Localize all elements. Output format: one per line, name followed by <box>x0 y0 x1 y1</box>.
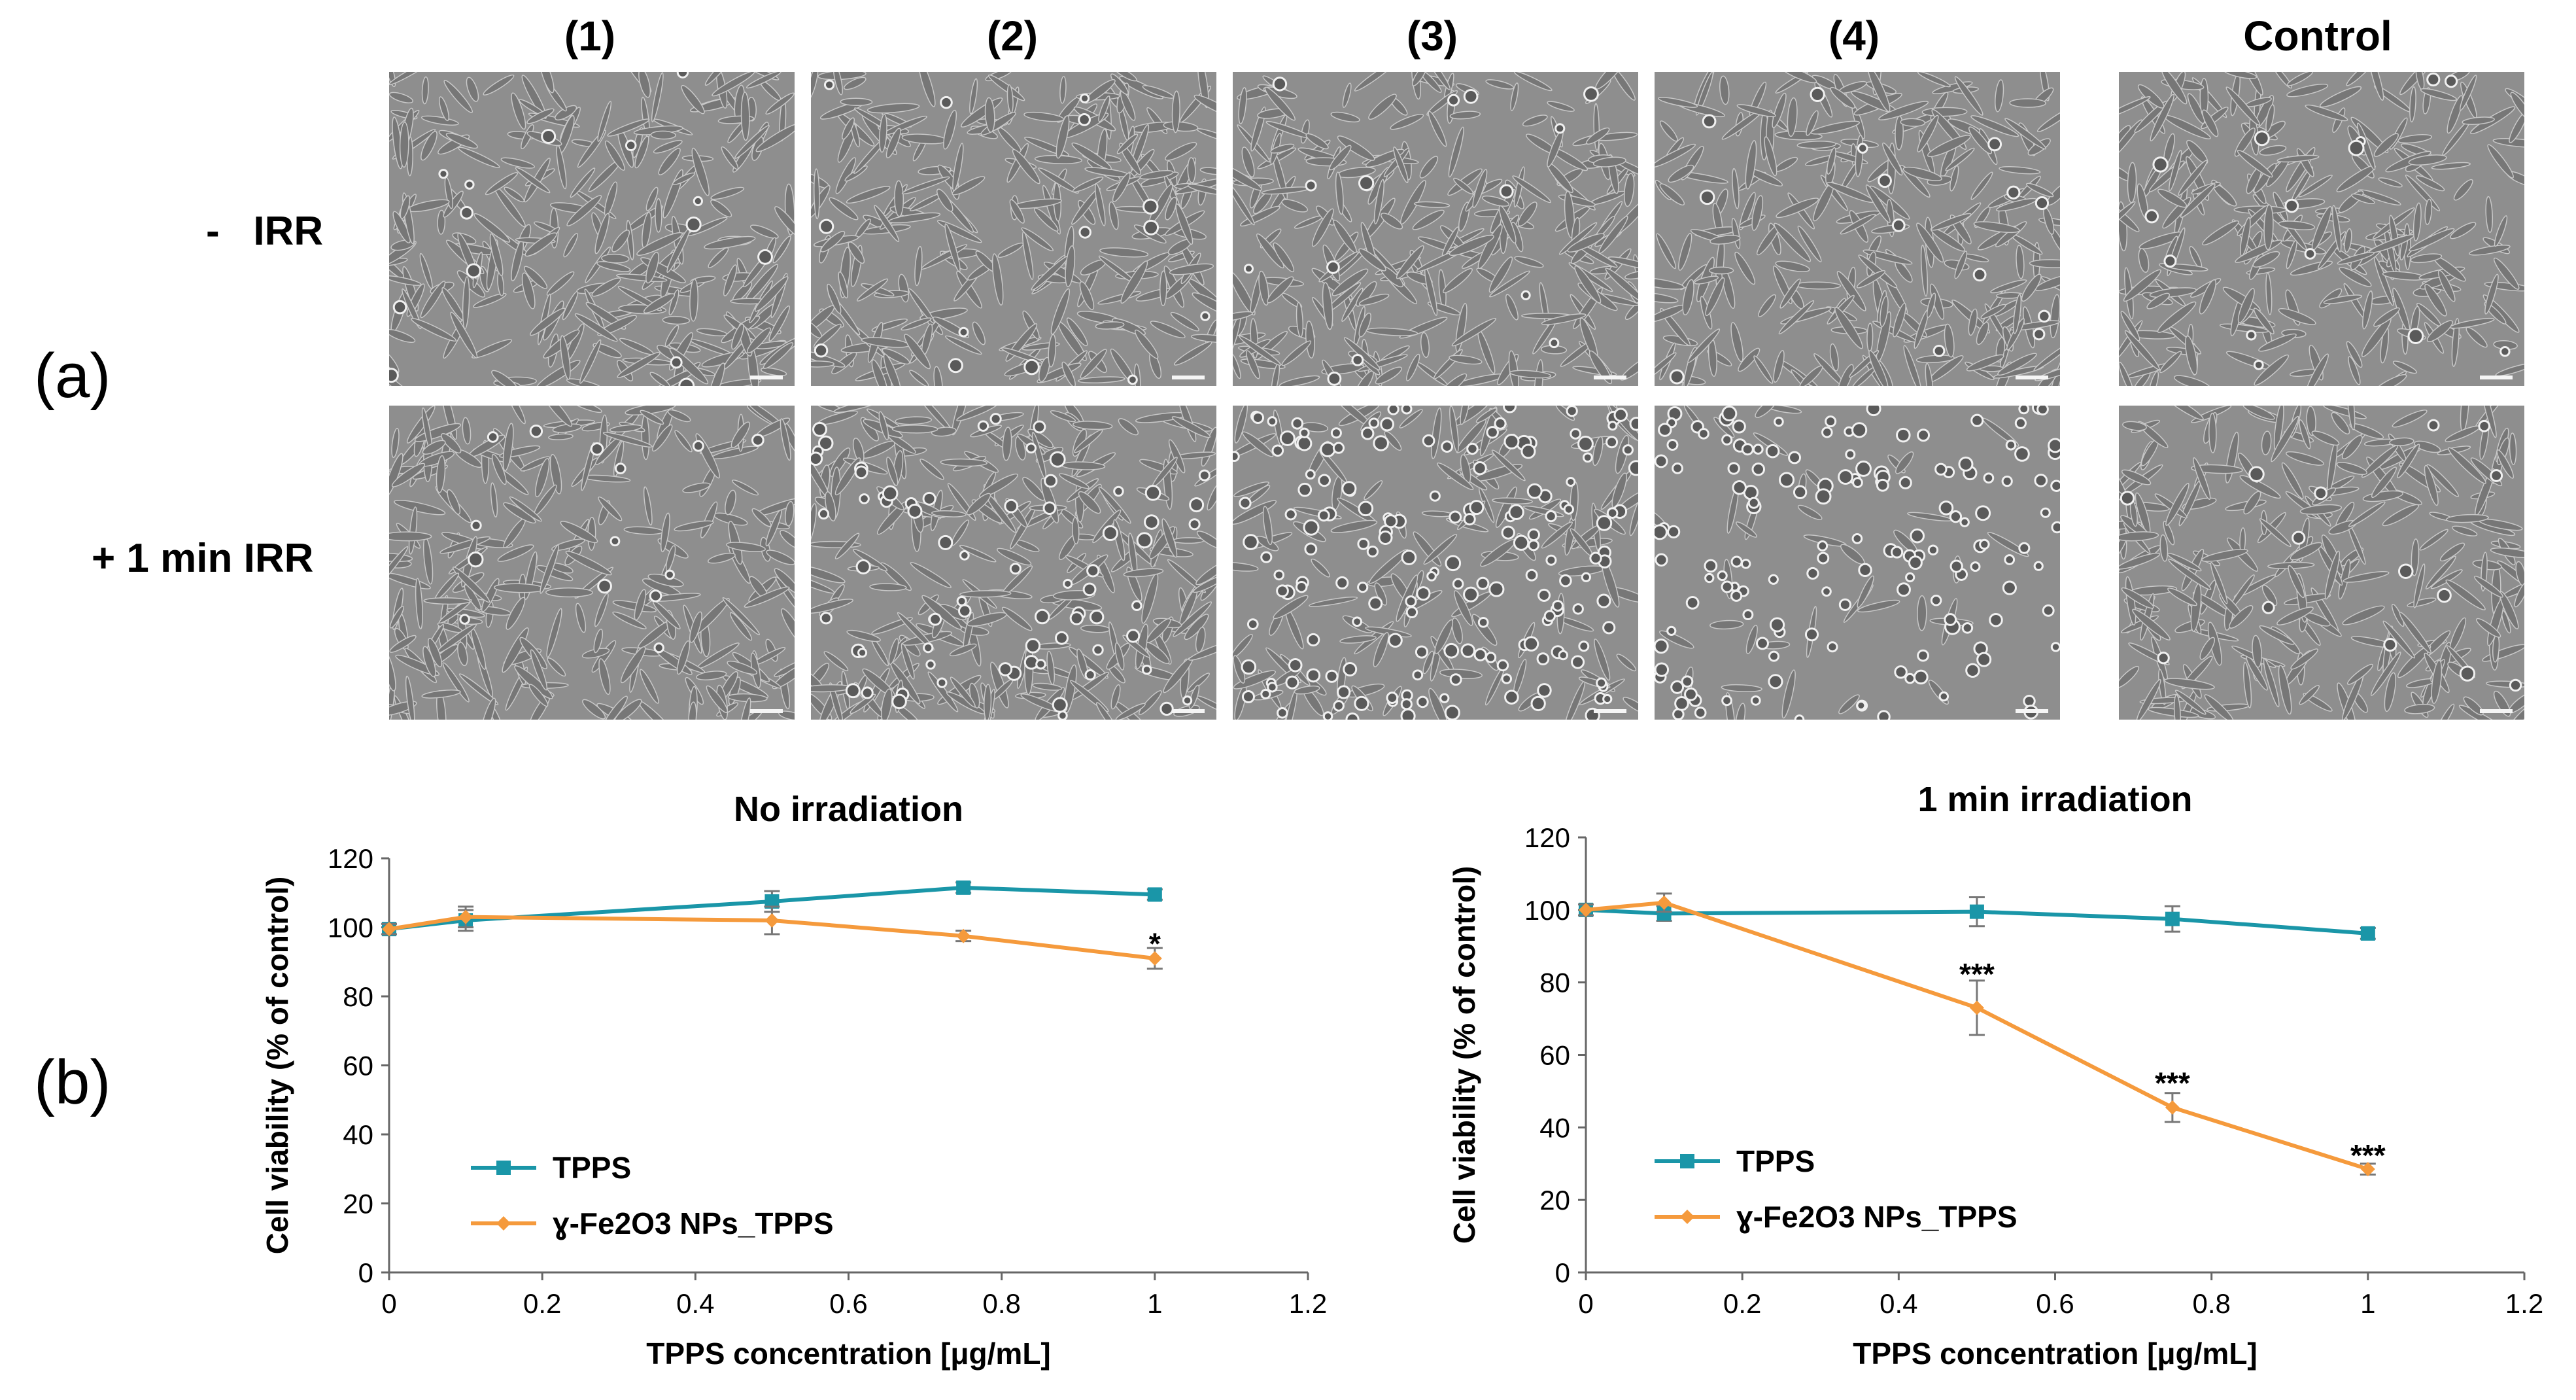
significance-marker: * <box>1149 927 1161 961</box>
series-tpps-point <box>764 894 780 909</box>
series-fe2o3-tpps-point <box>1579 902 1593 917</box>
row-label-no-irradiation: - IRR <box>206 209 324 254</box>
series-tpps-point <box>1657 906 1672 921</box>
x-tick-label: 0.2 <box>1723 1288 1761 1319</box>
scale-bar <box>1594 709 1626 713</box>
y-tick-label: 100 <box>1524 895 1570 926</box>
series-fe2o3-tpps-point <box>2165 1100 2180 1115</box>
series-fe2o3-tpps-point <box>1147 951 1162 966</box>
micrograph-r2-c1 <box>389 406 795 720</box>
y-tick-label: 120 <box>1524 822 1570 853</box>
legend-label: TPPS <box>553 1151 631 1185</box>
micrograph-r1-c1 <box>389 72 795 386</box>
x-tick-label: 0 <box>1578 1288 1593 1319</box>
y-tick-label: 40 <box>343 1119 373 1150</box>
y-tick-label: 120 <box>328 843 373 874</box>
x-tick-label: 0.2 <box>523 1288 561 1319</box>
series-fe2o3-tpps-point <box>764 913 780 928</box>
legend-label: TPPS <box>1736 1144 1815 1178</box>
y-tick-label: 20 <box>1539 1185 1570 1216</box>
legend-marker <box>1680 1210 1694 1224</box>
column-label-4: (4) <box>1828 12 1880 60</box>
x-tick-label: 0.8 <box>2192 1288 2230 1319</box>
scale-bar <box>1172 376 1205 379</box>
series-tpps-point <box>1147 887 1162 902</box>
x-tick-label: 1 <box>2360 1288 2375 1319</box>
micrograph-r2-c2 <box>811 406 1216 720</box>
x-tick-label: 0.4 <box>676 1288 714 1319</box>
scale-bar <box>1172 709 1205 713</box>
x-tick-label: 0.6 <box>2036 1288 2074 1319</box>
series-tpps-point <box>2165 911 2180 926</box>
micrograph-r1-c2 <box>811 72 1216 386</box>
chart-1-min-irradiation: 1 min irradiation 0 20 40 60 80 100 120 0 0.2 0.4 0… <box>1447 780 2543 1371</box>
scale-bar <box>2480 376 2513 379</box>
x-tick-label: 0.8 <box>982 1288 1020 1319</box>
panel-label-a: (a) <box>34 341 111 411</box>
scale-bar <box>2016 709 2048 713</box>
column-label-control: Control <box>2243 12 2392 60</box>
column-label-1: (1) <box>564 12 616 60</box>
y-tick-label: 60 <box>343 1051 373 1081</box>
y-tick-label: 80 <box>1539 968 1570 998</box>
series-fe2o3-tpps-point <box>1657 895 1672 910</box>
x-axis-label: TPPS concentration [μg/mL] <box>1853 1337 2258 1371</box>
micrograph-r1-c4 <box>1655 72 2060 386</box>
legend-marker <box>496 1216 511 1231</box>
series-tpps-point <box>1969 904 1984 919</box>
significance-marker: *** <box>2350 1138 2386 1172</box>
scale-bar <box>1594 376 1626 379</box>
y-tick-label: 60 <box>1539 1040 1570 1071</box>
series-tpps-point <box>956 880 971 895</box>
series-fe2o3-tpps-point <box>458 909 473 924</box>
y-axis-label: Cell viability (% of control) <box>1447 866 1481 1244</box>
column-label-3: (3) <box>1406 12 1458 60</box>
significance-marker: *** <box>1959 957 1995 991</box>
significance-marker: *** <box>2155 1066 2190 1100</box>
x-tick-label: 1 <box>1147 1288 1162 1319</box>
y-axis-label: Cell viability (% of control) <box>260 877 294 1255</box>
x-tick-label: 0.4 <box>1880 1288 1917 1319</box>
micrograph-r2-c3 <box>1233 406 1638 720</box>
x-tick-label: 1.2 <box>1289 1288 1327 1319</box>
column-label-2: (2) <box>986 12 1039 60</box>
legend-label: ɣ-Fe2O3 NPs_TPPS <box>1736 1200 2018 1234</box>
chart-title: No irradiation <box>734 790 963 829</box>
series-fe2o3-tpps-point <box>1969 1000 1984 1015</box>
y-tick-label: 0 <box>1555 1257 1570 1288</box>
legend-marker <box>1680 1154 1694 1168</box>
x-tick-label: 0.6 <box>829 1288 867 1319</box>
micrograph-r1-c3 <box>1233 72 1638 386</box>
scale-bar <box>2016 376 2048 379</box>
series-fe2o3-tpps-point <box>2360 1162 2375 1177</box>
chart-title: 1 min irradiation <box>1917 780 2192 819</box>
y-tick-label: 20 <box>343 1189 373 1219</box>
row-label-irradiation: + 1 min IRR <box>92 536 314 581</box>
series-fe2o3-tpps-point <box>382 922 396 937</box>
micrograph-r1-c5 <box>2119 72 2524 386</box>
micrograph-r2-c4 <box>1655 406 2060 720</box>
scale-bar <box>750 376 783 379</box>
panel-label-b: (b) <box>34 1047 111 1117</box>
chart-no-irradiation: No irradiation 0 20 40 60 80 100 120 0 0.2 0.4 0.6 0… <box>260 790 1327 1371</box>
y-tick-label: 80 <box>343 981 373 1012</box>
x-axis-label: TPPS concentration [μg/mL] <box>646 1337 1051 1371</box>
scale-bar <box>2480 709 2513 713</box>
scale-bar <box>750 709 783 713</box>
x-tick-label: 1.2 <box>2505 1288 2543 1319</box>
series-fe2o3-tpps-point <box>956 928 971 943</box>
legend-label: ɣ-Fe2O3 NPs_TPPS <box>553 1206 834 1240</box>
series-tpps-point <box>2360 926 2375 941</box>
y-tick-label: 100 <box>328 913 373 943</box>
x-tick-label: 0 <box>381 1288 396 1319</box>
micrograph-r2-c5 <box>2119 406 2524 720</box>
legend-marker <box>496 1161 511 1175</box>
y-tick-label: 40 <box>1539 1112 1570 1143</box>
y-tick-label: 0 <box>358 1257 373 1288</box>
